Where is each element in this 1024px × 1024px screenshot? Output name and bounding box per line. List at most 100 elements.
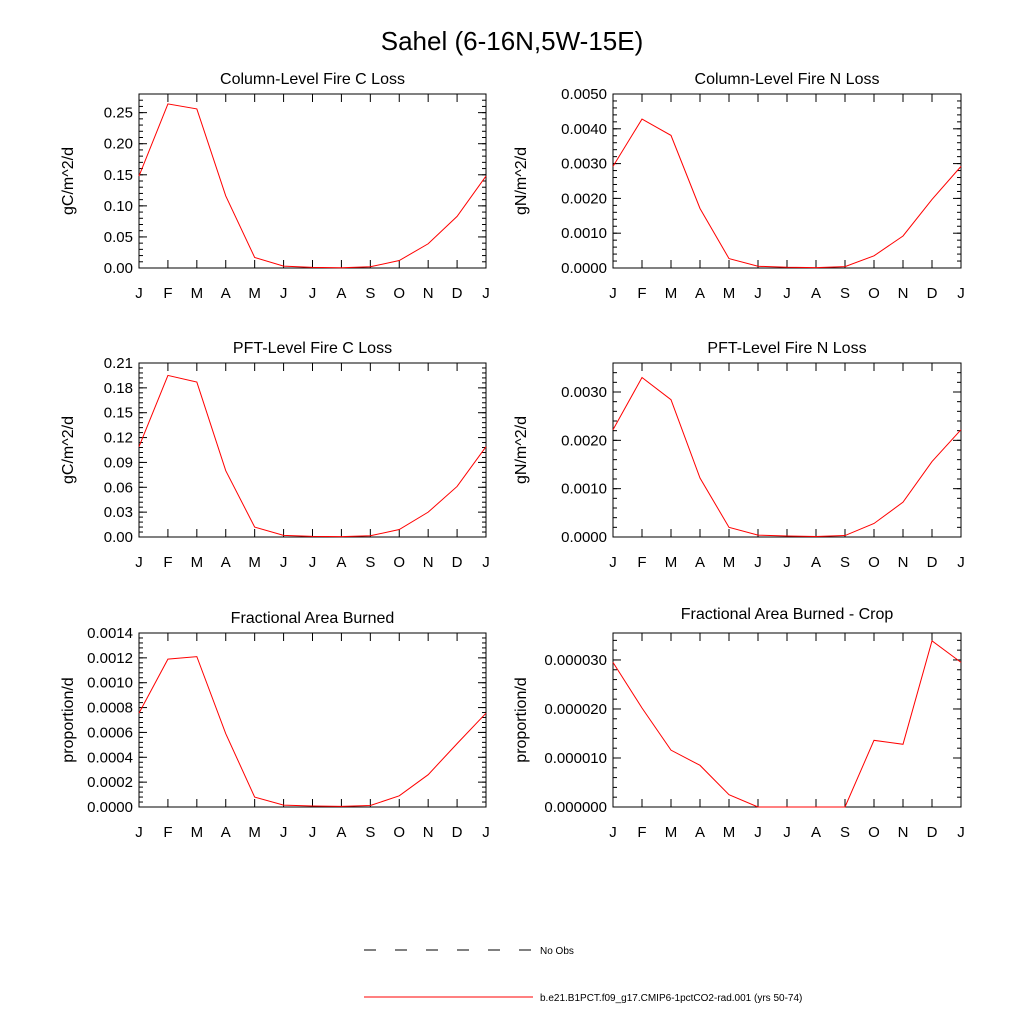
plot-frame — [138, 632, 487, 808]
x-tick-label: N — [898, 824, 909, 841]
y-tick-label: 0.12 — [104, 430, 133, 447]
panel-title: Column-Level Fire N Loss — [695, 71, 880, 88]
legend: No Obs b.e21.B1PCT.f09_g17.CMIP6-1pctCO2-… — [364, 946, 802, 1004]
y-tick-label: 0.0004 — [87, 749, 133, 766]
x-tick-label: F — [163, 285, 172, 302]
x-tick-label: J — [783, 285, 791, 302]
x-tick-label: J — [754, 285, 762, 302]
y-tick-label: 0.05 — [104, 229, 133, 246]
x-tick-label: A — [221, 554, 231, 571]
x-tick-label: N — [423, 824, 434, 841]
chart-panel: PFT-Level Fire N Loss gN/m^2/d 0.0000 0.001… — [513, 340, 965, 571]
x-tick-label: F — [637, 285, 646, 302]
x-tick-label: O — [868, 285, 880, 302]
y-tick-label: 0.06 — [104, 479, 133, 496]
x-tick-label: N — [423, 554, 434, 571]
y-axis-label: gN/m^2/d — [513, 416, 530, 484]
chart-panel: Fractional Area Burned - Crop proportion/… — [513, 606, 965, 841]
legend-label: b.e21.B1PCT.f09_g17.CMIP6-1pctCO2-rad.00… — [540, 993, 802, 1004]
y-tick-label: 0.00 — [104, 529, 133, 546]
x-tick-label: M — [191, 554, 204, 571]
x-tick-label: J — [280, 824, 288, 841]
y-tick-label: 0.0010 — [87, 675, 133, 692]
chart-panel: Column-Level Fire C Loss gC/m^2/d 0.00 0.05… — [60, 71, 490, 302]
x-tick-label: M — [723, 824, 736, 841]
series-line — [612, 640, 962, 808]
y-tick-label: 0.0000 — [87, 799, 133, 816]
x-tick-label: M — [248, 285, 261, 302]
x-tick-label: J — [309, 824, 317, 841]
y-tick-label: 0.0050 — [561, 86, 607, 103]
x-tick-label: O — [868, 554, 880, 571]
y-tick-label: 0.0010 — [561, 225, 607, 242]
x-tick-label: M — [723, 285, 736, 302]
x-tick-label: F — [163, 554, 172, 571]
y-tick-label: 0.000000 — [544, 799, 607, 816]
x-tick-label: A — [695, 554, 705, 571]
y-tick-label: 0.0010 — [561, 481, 607, 498]
x-tick-label: S — [840, 824, 850, 841]
x-tick-label: D — [452, 824, 463, 841]
panel-title: Column-Level Fire C Loss — [220, 71, 405, 88]
x-tick-label: F — [637, 554, 646, 571]
y-tick-label: 0.21 — [104, 355, 133, 372]
y-tick-label: 0.18 — [104, 380, 133, 397]
x-tick-label: J — [135, 285, 143, 302]
x-tick-label: A — [221, 824, 231, 841]
y-tick-label: 0.20 — [104, 136, 133, 153]
figure-title: Sahel (6-16N,5W-15E) — [381, 26, 644, 56]
chart-panel: PFT-Level Fire C Loss gC/m^2/d 0.00 0.03 0.0… — [60, 340, 490, 571]
x-tick-label: D — [927, 285, 938, 302]
y-axis-label: gC/m^2/d — [60, 147, 77, 215]
x-tick-label: A — [336, 554, 346, 571]
x-tick-label: J — [783, 824, 791, 841]
x-tick-label: J — [957, 285, 965, 302]
x-tick-label: F — [637, 824, 646, 841]
x-tick-label: M — [191, 285, 204, 302]
x-tick-label: A — [221, 285, 231, 302]
x-tick-label: O — [393, 824, 405, 841]
series-line — [612, 118, 962, 269]
x-tick-label: D — [452, 285, 463, 302]
x-tick-label: N — [423, 285, 434, 302]
chart-panels: Column-Level Fire C Loss gC/m^2/d 0.00 0.05… — [60, 71, 965, 841]
x-tick-label: M — [665, 554, 678, 571]
y-tick-label: 0.000020 — [544, 701, 607, 718]
x-tick-label: A — [811, 285, 821, 302]
plot-frame — [612, 362, 962, 538]
x-tick-label: M — [248, 554, 261, 571]
y-tick-label: 0.0000 — [561, 529, 607, 546]
y-tick-label: 0.15 — [104, 167, 133, 184]
y-axis-label: gN/m^2/d — [513, 147, 530, 215]
x-tick-label: O — [393, 285, 405, 302]
y-tick-label: 0.0008 — [87, 700, 133, 717]
x-tick-label: M — [191, 824, 204, 841]
x-tick-label: N — [898, 285, 909, 302]
y-tick-label: 0.0014 — [87, 625, 133, 642]
x-tick-label: J — [609, 824, 617, 841]
x-tick-label: N — [898, 554, 909, 571]
x-tick-label: A — [811, 824, 821, 841]
x-tick-label: D — [927, 824, 938, 841]
panel-title: Fractional Area Burned - Crop — [681, 606, 894, 623]
y-tick-label: 0.0030 — [561, 156, 607, 173]
x-tick-label: J — [309, 554, 317, 571]
x-tick-label: A — [336, 824, 346, 841]
y-tick-label: 0.0012 — [87, 650, 133, 667]
y-tick-label: 0.10 — [104, 198, 133, 215]
y-tick-label: 0.0020 — [561, 190, 607, 207]
x-tick-label: J — [280, 554, 288, 571]
y-tick-label: 0.0030 — [561, 384, 607, 401]
y-tick-label: 0.03 — [104, 504, 133, 521]
x-tick-label: J — [135, 824, 143, 841]
y-tick-label: 0.0020 — [561, 432, 607, 449]
y-tick-label: 0.00 — [104, 260, 133, 277]
series-line — [138, 656, 487, 807]
x-tick-label: S — [365, 285, 375, 302]
x-tick-label: S — [365, 554, 375, 571]
x-tick-label: S — [840, 554, 850, 571]
x-tick-label: A — [336, 285, 346, 302]
plot-frame — [612, 632, 962, 808]
x-tick-label: A — [695, 285, 705, 302]
